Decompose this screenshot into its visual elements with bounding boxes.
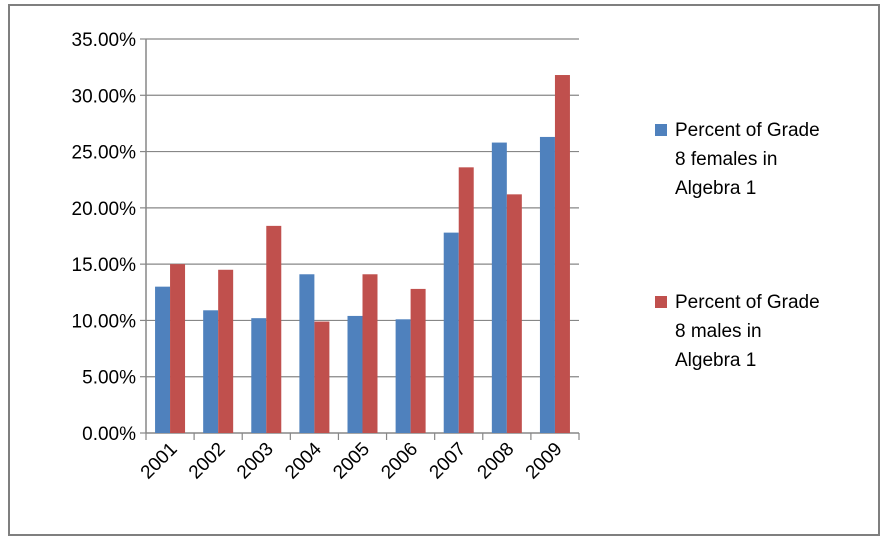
bar-males-2001 — [170, 264, 186, 433]
bar-males-2002 — [218, 269, 234, 433]
chart-frame: 0.00% 5.00% 10.00% 15.00% 20.00% 25.00% 30.00%… — [8, 4, 880, 536]
legend-label-females: 8 females in — [675, 149, 777, 170]
legend-label-males: Algebra 1 — [675, 350, 756, 371]
bar-females-2002 — [203, 310, 219, 433]
bar-males-2006 — [410, 288, 426, 433]
bar-males-2007 — [458, 167, 474, 433]
bar-males-2009 — [554, 75, 570, 433]
y-tick-label: 5.00% — [82, 368, 136, 389]
bar-females-2008 — [491, 142, 507, 433]
legend-swatch-females — [655, 124, 667, 136]
x-tick-label: 2007 — [426, 439, 471, 484]
y-tick-label: 20.00% — [72, 199, 137, 220]
x-tick-label: 2009 — [522, 439, 567, 484]
y-tick-label: 0.00% — [82, 424, 136, 445]
x-tick-label: 2006 — [377, 439, 422, 484]
bar-females-2007 — [443, 232, 459, 433]
x-tick-label: 2005 — [329, 439, 374, 484]
bar-females-2001 — [155, 286, 171, 433]
x-tick-labels: 2001 2002 2003 2004 2005 2006 2007 2008 2009 — [137, 438, 567, 483]
legend-label-females: Percent of Grade — [675, 120, 820, 141]
bar-males-2004 — [314, 321, 330, 433]
legend-label-females: Algebra 1 — [675, 178, 756, 199]
bar-females-2006 — [395, 319, 411, 433]
bar-females-2009 — [539, 136, 555, 434]
bar-females-2003 — [251, 318, 267, 433]
legend-swatch-males — [655, 296, 667, 308]
x-tick-label: 2008 — [474, 439, 519, 484]
y-tick-label: 30.00% — [72, 86, 137, 107]
legend-label-males: 8 males in — [675, 321, 762, 342]
chart: 0.00% 5.00% 10.00% 15.00% 20.00% 25.00% 30.00%… — [72, 30, 820, 483]
x-tick-label: 2001 — [137, 439, 182, 484]
y-tick-label: 35.00% — [72, 30, 137, 51]
y-tick-label: 10.00% — [72, 311, 137, 332]
x-tick-label: 2003 — [233, 439, 278, 484]
y-tick-label: 15.00% — [72, 255, 137, 276]
bars — [155, 75, 570, 434]
bar-males-2005 — [362, 274, 378, 433]
y-tick-labels: 0.00% 5.00% 10.00% 15.00% 20.00% 25.00% 30.00%… — [72, 30, 137, 445]
x-tick-label: 2004 — [281, 438, 326, 483]
y-tick-label: 25.00% — [72, 143, 137, 164]
x-tick-label: 2002 — [185, 439, 230, 484]
bar-males-2003 — [266, 225, 282, 433]
legend-label-males: Percent of Grade — [675, 292, 820, 313]
bar-females-2004 — [299, 274, 315, 433]
legend: Percent of Grade 8 females in Algebra 1 Per… — [655, 120, 820, 371]
bar-males-2008 — [506, 194, 522, 433]
bar-females-2005 — [347, 315, 363, 433]
